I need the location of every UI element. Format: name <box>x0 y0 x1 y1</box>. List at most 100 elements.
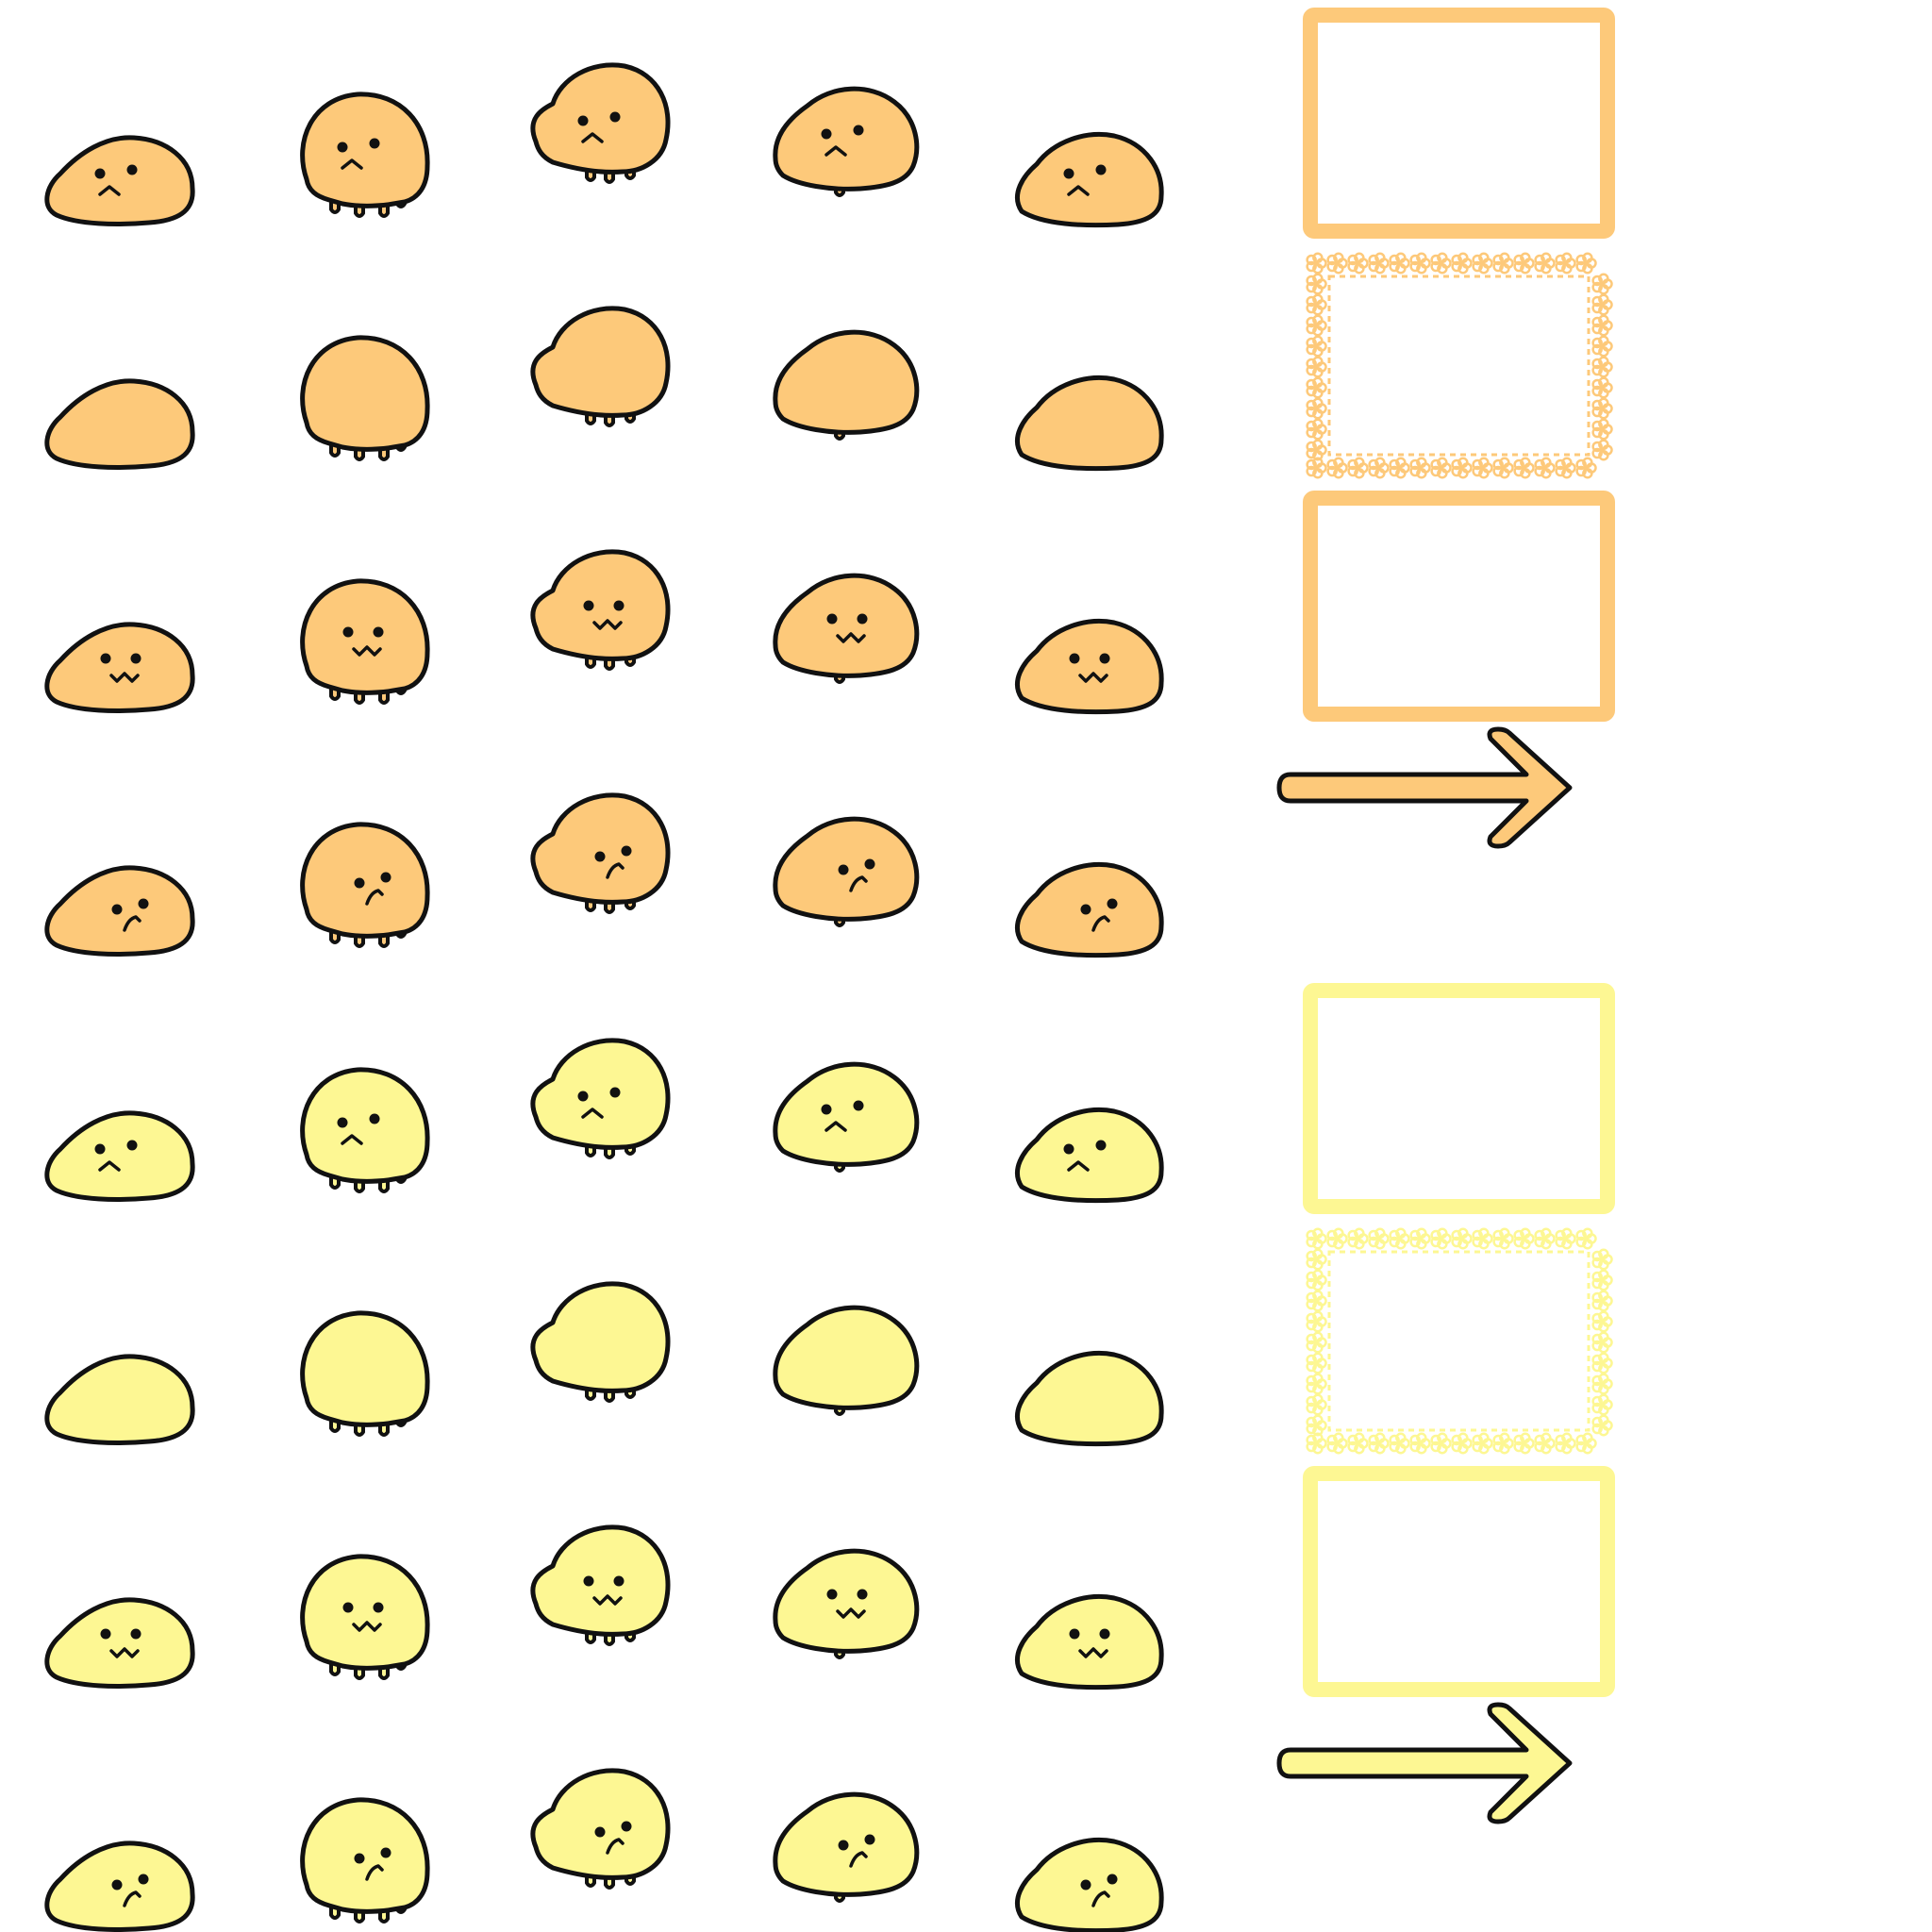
lace-flower <box>1451 252 1473 275</box>
lace-flower <box>1534 1432 1556 1455</box>
lace-flower <box>1347 1227 1369 1250</box>
blob-eye <box>130 1628 142 1640</box>
blob-body <box>773 86 920 192</box>
blob-mouth <box>581 132 604 143</box>
blob-body <box>44 1597 195 1689</box>
blob-body <box>530 1038 671 1150</box>
blob-eye <box>1080 1879 1091 1890</box>
blob-body <box>773 1061 920 1167</box>
lace-flower <box>1306 439 1327 461</box>
lace-flower <box>1591 1269 1613 1291</box>
blob-sticker <box>44 135 195 226</box>
blob-sticker <box>44 1110 195 1202</box>
blob-body <box>44 622 195 713</box>
blob-eye <box>354 1853 365 1864</box>
blob-eye <box>1099 653 1110 664</box>
blob-eye <box>337 1117 348 1128</box>
lace-flower <box>1513 252 1535 275</box>
lace-flower <box>1389 252 1410 275</box>
lace-inner-edge <box>1327 275 1591 457</box>
blob-eye <box>100 1628 111 1640</box>
blob-sticker <box>773 573 920 684</box>
lace-flower <box>1368 1227 1390 1250</box>
blob-mouth <box>365 889 384 906</box>
blob-mouth <box>123 1890 142 1907</box>
blob-mouth <box>123 915 142 932</box>
lace-flower <box>1591 1373 1613 1395</box>
blob-mouth <box>836 1607 866 1619</box>
blob-eye <box>130 653 142 664</box>
blob-sticker <box>300 335 430 461</box>
lace-flower <box>1306 314 1327 337</box>
lace-flower <box>1409 1227 1431 1250</box>
blob-mouth <box>1067 185 1090 196</box>
lace-flower <box>1555 1432 1576 1455</box>
blob-mouth <box>1078 1647 1108 1658</box>
blob-eye <box>1107 1874 1118 1885</box>
blob-mouth <box>352 645 382 657</box>
blob-sticker <box>773 1305 920 1416</box>
blob-body <box>773 329 920 435</box>
blob-eye <box>1063 1143 1074 1155</box>
lace-flower <box>1409 252 1431 275</box>
lace-flower <box>1389 1227 1410 1250</box>
blob-mouth <box>341 1134 363 1145</box>
lace-flower <box>1347 1432 1369 1455</box>
blob-sticker <box>44 1597 195 1689</box>
blob-eye <box>1107 898 1118 909</box>
blob-eye <box>826 613 838 625</box>
blob-eye <box>138 1874 149 1885</box>
blob-mouth <box>365 1864 384 1881</box>
blob-body <box>1015 132 1164 228</box>
blob-eye <box>1080 904 1091 915</box>
blob-body <box>530 1281 671 1393</box>
blob-eye <box>577 115 589 126</box>
lace-flower <box>1326 457 1348 479</box>
orange-set-frames <box>1276 8 1615 849</box>
blob-eye <box>857 1589 868 1600</box>
blob-sticker <box>773 1548 920 1659</box>
blob-mouth <box>849 1851 868 1868</box>
blob-mouth <box>98 185 121 196</box>
lace-flower <box>1591 273 1613 295</box>
lace-flower <box>1306 1331 1327 1354</box>
blob-sticker <box>1015 375 1164 472</box>
blob-mouth <box>1091 1890 1110 1907</box>
blob-sticker <box>44 865 195 957</box>
lace-flower <box>1591 1310 1613 1333</box>
lace-flower <box>1306 397 1327 420</box>
blob-body <box>44 378 195 470</box>
blob-sticker <box>773 86 920 197</box>
lace-flower <box>1591 1414 1613 1437</box>
lace-flower <box>1575 252 1597 275</box>
blob-sticker <box>300 1554 430 1680</box>
blob-sticker <box>44 622 195 713</box>
blob-eye <box>838 864 849 875</box>
lace-flower <box>1368 1432 1390 1455</box>
lace-flower <box>1591 439 1613 461</box>
blob-eye <box>821 1104 832 1115</box>
lace-flower <box>1555 252 1576 275</box>
lace-flower <box>1306 1352 1327 1374</box>
blob-sticker <box>530 1524 671 1646</box>
blob-body <box>1015 619 1164 715</box>
lace-flower <box>1389 1432 1410 1455</box>
blob-body <box>1015 1351 1164 1447</box>
lace-flower <box>1326 1432 1348 1455</box>
lace-flower <box>1326 1227 1348 1250</box>
blob-mouth <box>581 1108 604 1119</box>
blob-mouth <box>352 1621 382 1632</box>
blob-sticker <box>530 1038 671 1159</box>
lace-flower <box>1534 457 1556 479</box>
lace-flower <box>1306 376 1327 399</box>
lace-flower <box>1306 1310 1327 1333</box>
orange-set-blobs <box>44 62 1164 958</box>
lace-flower <box>1306 273 1327 295</box>
blob-eye <box>826 1589 838 1600</box>
lace-flower <box>1347 252 1369 275</box>
yellow-set-frames <box>1276 983 1615 1824</box>
lace-flower <box>1591 335 1613 358</box>
blob-sticker <box>1015 1594 1164 1690</box>
blob-eye <box>1095 1140 1107 1151</box>
